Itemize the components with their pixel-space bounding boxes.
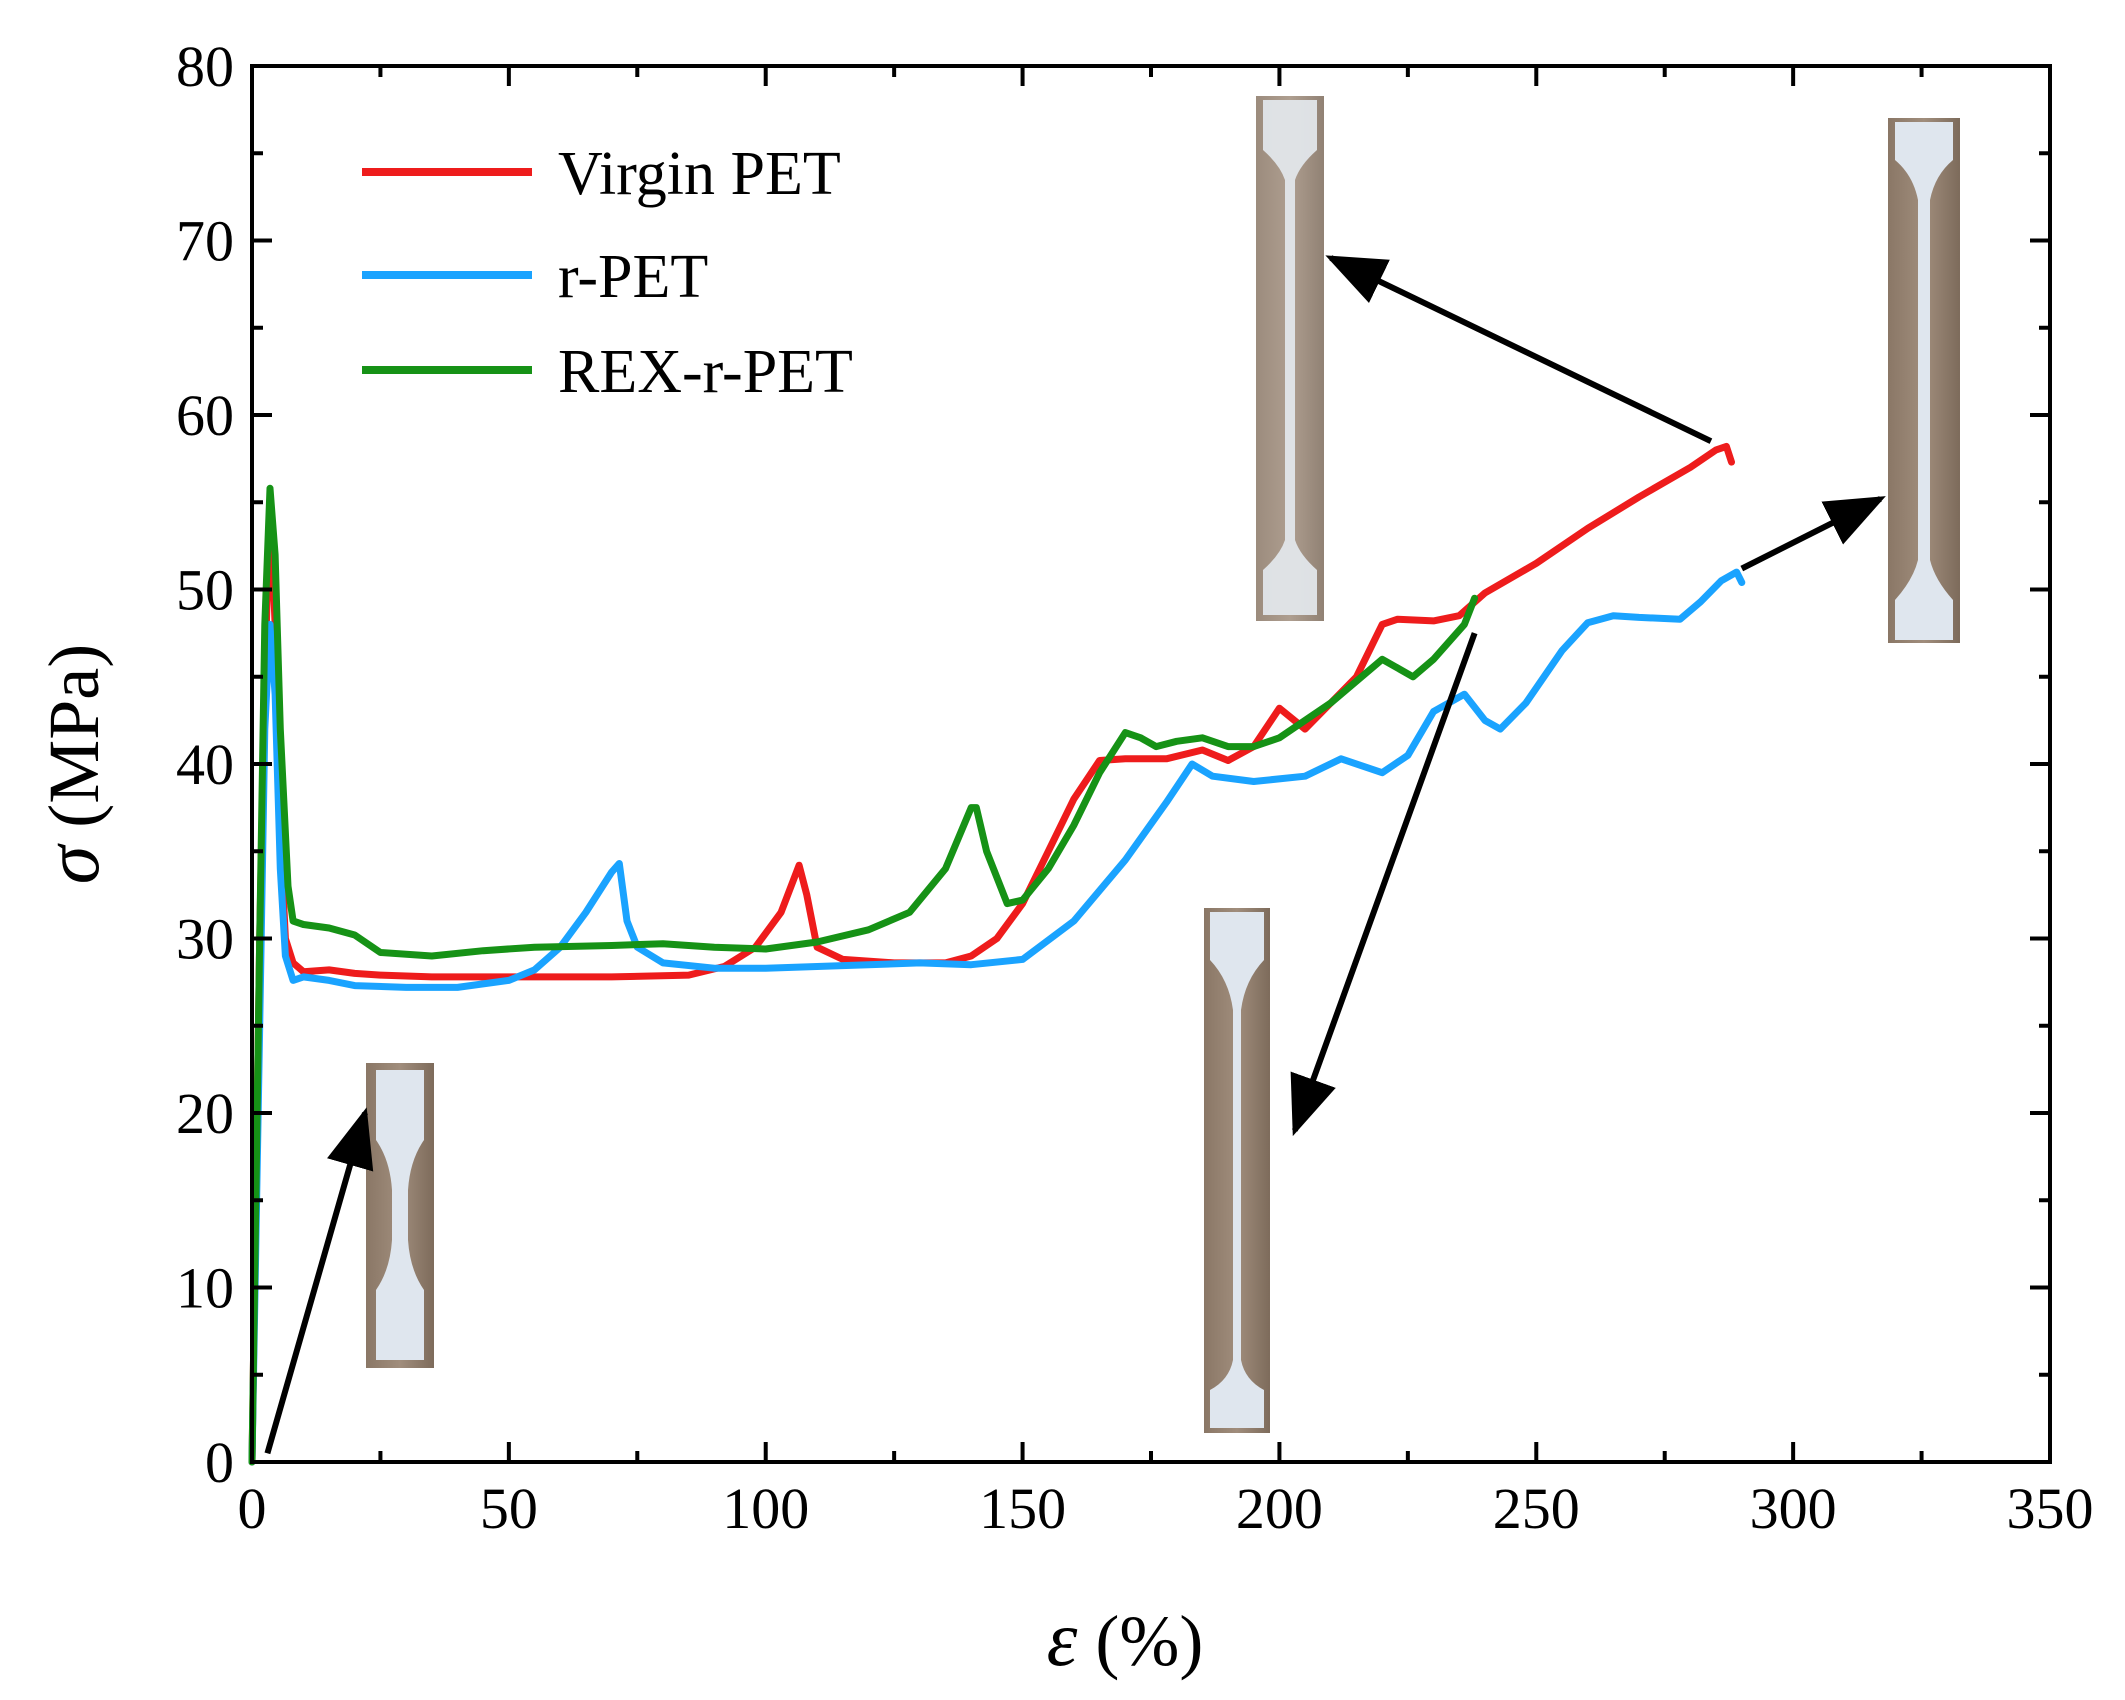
y-axis-title: σ (MPa) xyxy=(28,644,115,884)
x-axis-title: ε (%) xyxy=(1047,1595,1204,1682)
arrow-specimen-before-test xyxy=(264,1107,374,1455)
y-tick-label: 20 xyxy=(176,1081,234,1146)
y-tick-label: 0 xyxy=(205,1430,234,1495)
y-tick-label: 70 xyxy=(176,209,234,274)
y-tick-label: 30 xyxy=(176,907,234,972)
arrow-specimen-r-pet-after-test xyxy=(1740,496,1886,572)
legend: Virgin PET r-PET REX-r-PET xyxy=(362,140,853,406)
x-tick-label: 0 xyxy=(238,1476,267,1541)
y-tick-label: 50 xyxy=(176,558,234,623)
legend-label-rex-r-pet: REX-r-PET xyxy=(558,338,853,406)
x-tick-label: 300 xyxy=(1750,1476,1837,1541)
specimen-photo-rex-r-pet xyxy=(1204,908,1270,1433)
specimen-photo-virgin-pet xyxy=(1256,96,1324,621)
specimen-photo-before xyxy=(366,1063,434,1368)
x-tick-label: 200 xyxy=(1236,1476,1323,1541)
arrow-specimen-virgin-pet-after-test xyxy=(1325,255,1713,444)
y-tick-label: 80 xyxy=(176,34,234,99)
x-tick-label: 50 xyxy=(480,1476,538,1541)
x-tick-label: 250 xyxy=(1493,1476,1580,1541)
x-tick-label: 100 xyxy=(722,1476,809,1541)
specimen-photo-r-pet xyxy=(1888,118,1960,643)
series-line-virgin-pet xyxy=(248,442,1735,1466)
arrow-specimen-rex-r-pet-after-test xyxy=(1290,632,1478,1137)
y-tick-label: 60 xyxy=(176,383,234,448)
x-tick-label: 350 xyxy=(2007,1476,2094,1541)
series-line-rex-r-pet xyxy=(248,484,1479,1466)
legend-label-r-pet: r-PET xyxy=(558,243,708,311)
y-tick-label: 40 xyxy=(176,732,234,797)
x-tick-label: 150 xyxy=(979,1476,1066,1541)
series-line-r-pet xyxy=(248,568,1746,1466)
y-tick-label: 10 xyxy=(176,1256,234,1321)
legend-label-virgin-pet: Virgin PET xyxy=(558,140,841,208)
